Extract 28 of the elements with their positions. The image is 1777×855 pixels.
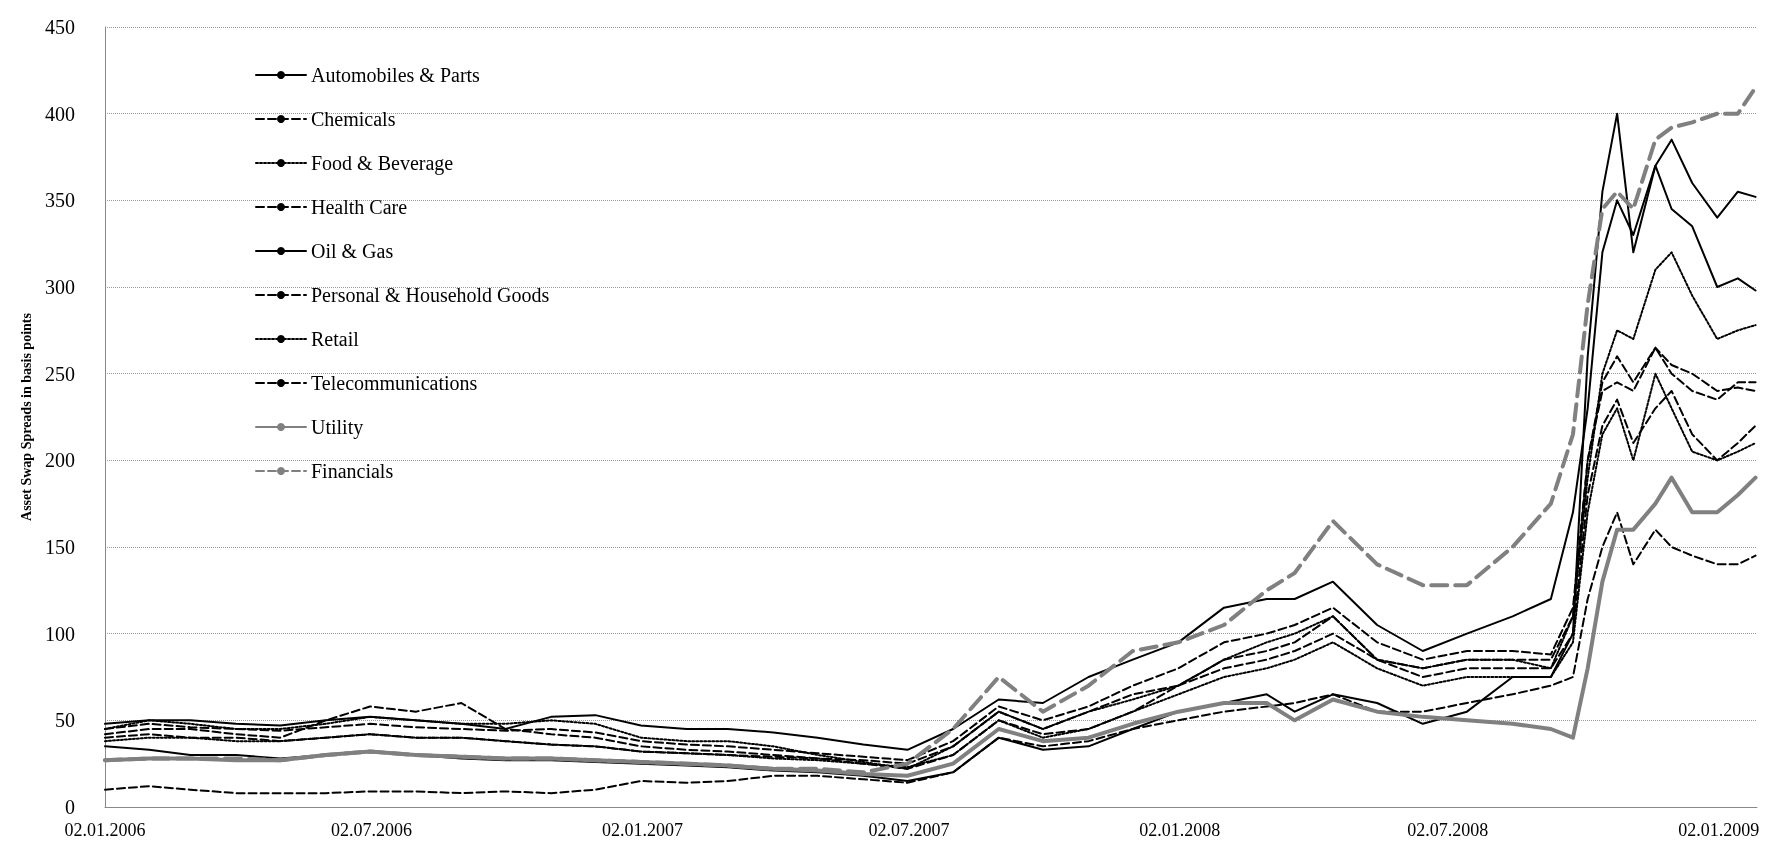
y-tick-label: 0: [65, 796, 75, 818]
y-tick-label: 50: [55, 709, 75, 732]
x-tick-label: 02.01.2007: [601, 820, 683, 840]
x-tick-label: 02.07.2008: [1407, 820, 1489, 840]
y-tick-label: 450: [45, 16, 75, 38]
legend-label: Food & Beverage: [311, 152, 454, 175]
legend-label: Automobiles & Parts: [311, 64, 481, 86]
y-tick-label: 100: [45, 622, 75, 645]
x-tick-label: 02.01.2009: [1678, 820, 1760, 840]
legend-label: Oil & Gas: [311, 240, 394, 262]
y-tick-label: 200: [45, 449, 75, 472]
legend-label: Health Care: [311, 196, 408, 218]
x-tick-label: 02.07.2006: [331, 820, 412, 840]
y-tick-label: 400: [45, 102, 75, 125]
y-tick-label: 350: [45, 189, 75, 212]
y-tick-label: 150: [45, 536, 75, 558]
legend-label: Utility: [311, 416, 364, 439]
legend-label: Retail: [311, 328, 360, 350]
y-tick-label: 250: [45, 362, 75, 385]
legend-label: Financials: [311, 460, 394, 482]
legend-label: Telecommunications: [311, 372, 478, 394]
y-tick-label: 300: [45, 276, 75, 298]
x-tick-label: 02.01.2008: [1139, 820, 1221, 840]
x-tick-label: 02.07.2007: [868, 820, 950, 840]
legend-label: Chemicals: [311, 108, 396, 130]
y-axis-title: Asset Swap Spreads in basis points: [18, 312, 34, 521]
x-tick-label: 02.01.2006: [64, 820, 146, 840]
legend-label: Personal & Household Goods: [311, 284, 550, 306]
